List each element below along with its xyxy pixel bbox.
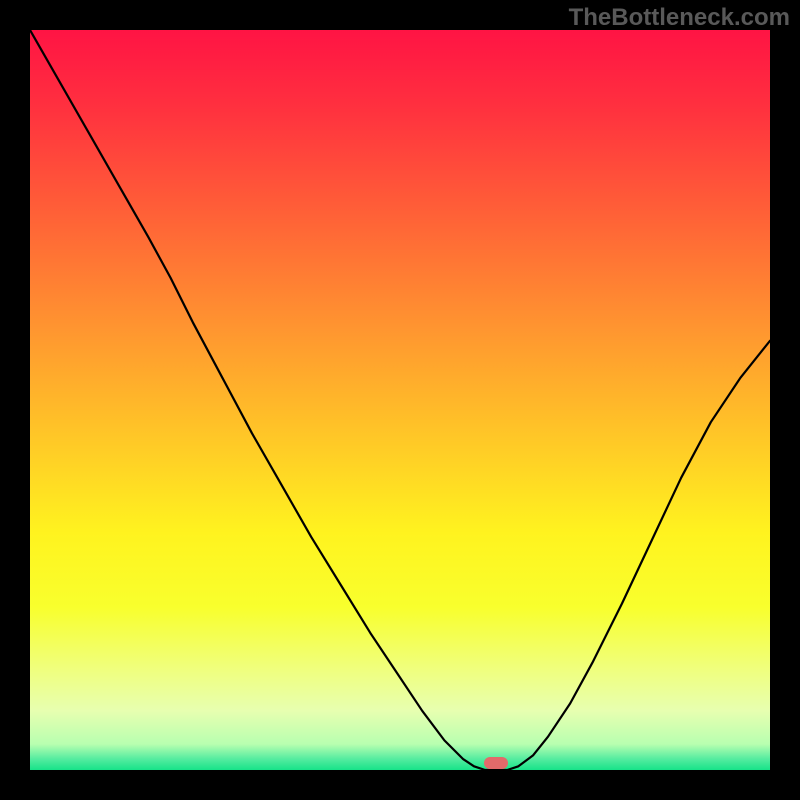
chart-background — [30, 30, 770, 770]
watermark-text: TheBottleneck.com — [569, 4, 790, 32]
optimal-point-marker — [484, 757, 508, 769]
chart-frame: TheBottleneck.com — [0, 0, 800, 800]
chart-svg — [30, 30, 770, 770]
chart-plot-area — [30, 30, 770, 770]
